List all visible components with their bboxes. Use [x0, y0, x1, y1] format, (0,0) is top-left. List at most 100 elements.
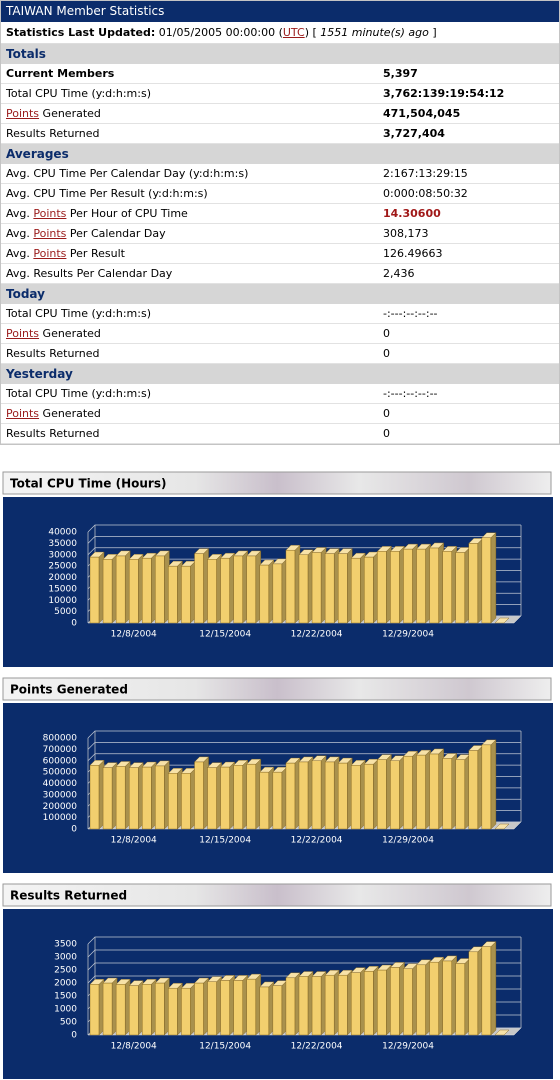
x-tick-label: 12/15/2004	[199, 630, 251, 640]
bar	[481, 532, 497, 624]
stat-label: Total CPU Time (y:d:h:m:s)	[6, 384, 151, 403]
x-tick-label: 12/29/2004	[382, 630, 434, 640]
bar-front	[194, 982, 204, 1036]
bar-top	[285, 972, 301, 978]
bar-front	[102, 982, 113, 1036]
stats-table: TAIWAN Member Statistics Statistics Last…	[0, 0, 560, 445]
bar	[429, 542, 445, 624]
bar	[167, 982, 183, 1036]
bar-front	[351, 972, 361, 1036]
bar-top	[246, 758, 262, 765]
bar-front	[194, 761, 204, 830]
bar-front	[403, 548, 413, 624]
utc-link[interactable]: UTC	[282, 26, 305, 39]
y-tick-label: 25000	[48, 562, 77, 572]
bar	[363, 965, 379, 1036]
grid-line-segment	[87, 753, 521, 761]
y-tick-label: 0	[71, 825, 77, 835]
bar	[154, 760, 170, 830]
bar-top	[403, 751, 419, 757]
y-tick-label: 500000	[43, 768, 78, 778]
points-link[interactable]: Points	[33, 227, 67, 240]
bar-top	[442, 753, 458, 759]
bar-front	[89, 765, 100, 830]
section-header: Yesterday	[1, 364, 559, 384]
bar-front	[89, 984, 100, 1036]
bar-front	[233, 765, 243, 830]
bar	[167, 560, 183, 624]
bar-top	[102, 762, 118, 768]
points-link[interactable]: Points	[6, 327, 40, 340]
bar	[442, 545, 458, 624]
bar	[363, 758, 379, 830]
bar-front	[337, 975, 348, 1036]
y-tick-label: 2000	[54, 979, 77, 989]
points-link[interactable]: Points	[6, 407, 40, 420]
grid-line-segment	[87, 547, 521, 555]
bar	[481, 941, 497, 1036]
label-text: Avg.	[6, 247, 34, 260]
bar-top	[311, 547, 327, 553]
bar-front	[259, 771, 270, 830]
bar-front	[429, 962, 439, 1036]
bar-top	[311, 971, 327, 977]
bar	[494, 823, 510, 830]
stat-value: 3,762:139:19:54:12	[383, 87, 505, 100]
stat-label: Avg. Results Per Calendar Day	[6, 264, 172, 283]
bar-top	[167, 983, 183, 989]
bar-top	[233, 760, 249, 766]
bar-top	[350, 552, 366, 559]
bar-front	[220, 557, 230, 624]
bar-top	[363, 966, 379, 972]
bar-top	[429, 748, 445, 755]
updated-text: ) [	[304, 26, 317, 39]
bar-top	[429, 542, 445, 549]
bar-top	[337, 548, 353, 554]
bar-top	[167, 768, 183, 774]
bar	[233, 759, 249, 830]
bar-front	[233, 980, 243, 1036]
bar-front	[194, 553, 204, 624]
stat-label: Avg. Points Per Calendar Day	[6, 224, 166, 243]
bar-front	[246, 978, 257, 1036]
bar-side	[490, 532, 497, 624]
grid-line	[87, 742, 521, 750]
bar	[350, 967, 366, 1036]
y-tick-label: 400000	[43, 779, 78, 789]
bar	[337, 548, 353, 624]
stat-row: Avg. CPU Time Per Calendar Day (y:d:h:m:…	[1, 164, 559, 184]
stat-value: 0	[383, 327, 390, 340]
bar	[102, 762, 118, 830]
y-tick-label: 1000	[54, 1005, 77, 1015]
stat-label: Total CPU Time (y:d:h:m:s)	[6, 84, 151, 103]
bar-front	[259, 986, 270, 1036]
x-tick-label: 12/8/2004	[111, 836, 157, 846]
bar	[102, 977, 118, 1036]
bar	[285, 972, 301, 1036]
bar	[298, 756, 314, 830]
stat-value: 308,173	[383, 227, 429, 240]
bar-top	[115, 761, 131, 767]
stat-row: Points Generated 471,504,045	[1, 104, 559, 124]
points-link[interactable]: Points	[33, 207, 67, 220]
points-link[interactable]: Points	[6, 107, 40, 120]
bar-top	[233, 975, 249, 981]
bar-top	[324, 548, 340, 554]
bar	[259, 981, 275, 1036]
bar-top	[311, 755, 327, 761]
y-tick-label: 3500	[54, 940, 77, 950]
bar-front	[181, 565, 191, 624]
stat-row: Points Generated 0	[1, 404, 559, 424]
bar-top	[416, 959, 432, 965]
bar-front	[246, 763, 257, 830]
points-link[interactable]: Points	[33, 247, 67, 260]
stat-row: Avg. CPU Time Per Result (y:d:h:m:s) 0:00…	[1, 184, 559, 204]
bar-front	[364, 763, 374, 830]
bar	[194, 756, 210, 830]
bar-front	[168, 773, 178, 830]
stat-label: Avg. CPU Time Per Result (y:d:h:m:s)	[6, 184, 208, 203]
bar	[285, 757, 301, 830]
grid-line	[87, 962, 521, 971]
x-tick-label: 12/8/2004	[111, 630, 157, 640]
bar-top	[207, 762, 223, 768]
